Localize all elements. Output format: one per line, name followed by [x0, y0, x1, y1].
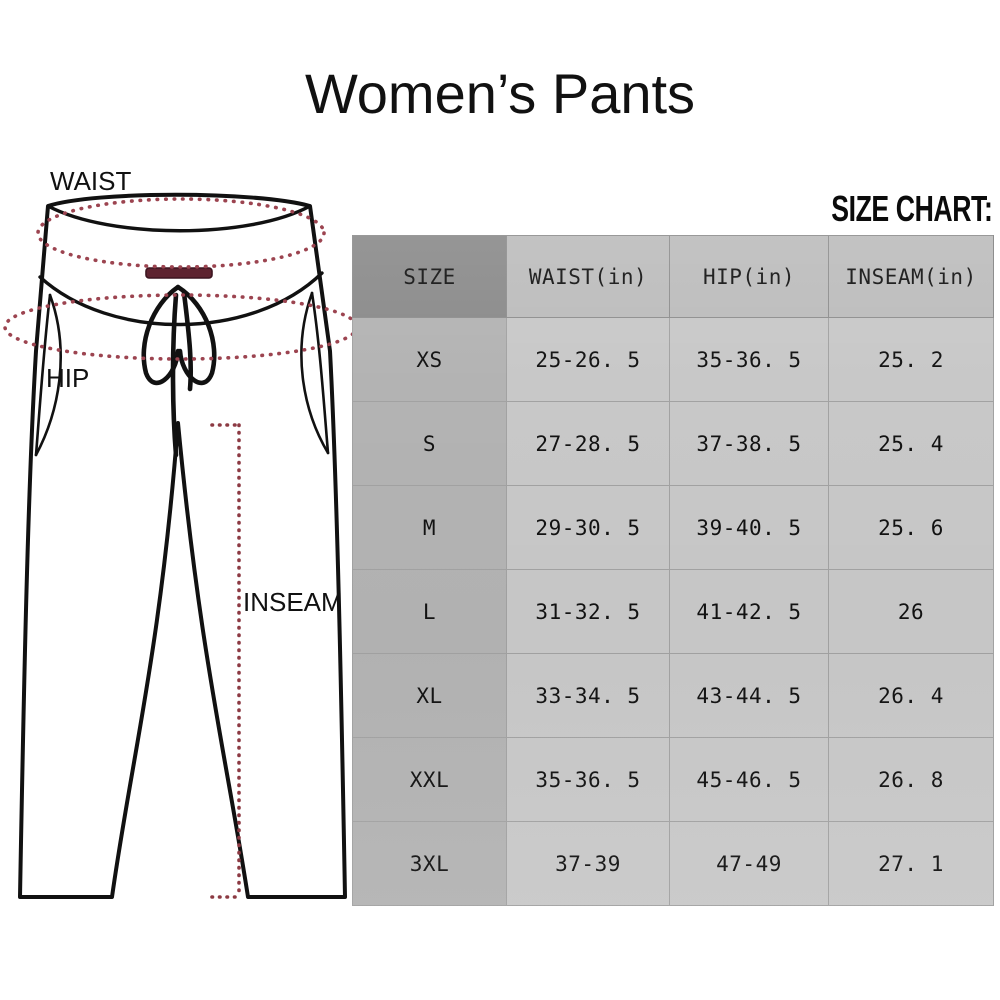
table-row: XS 25-26. 5 35-36. 5 25. 2 — [352, 317, 994, 402]
cell-size: 3XL — [352, 821, 507, 906]
cell-size: M — [352, 485, 507, 570]
size-chart-table-container: SIZE WAIST(in) HIP(in) INSEAM(in) XS 25-… — [352, 235, 994, 906]
cell-waist: 25-26. 5 — [506, 317, 670, 402]
cell-inseam: 26. 8 — [828, 737, 994, 822]
size-chart-table: SIZE WAIST(in) HIP(in) INSEAM(in) XS 25-… — [352, 235, 994, 906]
cell-waist: 29-30. 5 — [506, 485, 670, 570]
table-row: XXL 35-36. 5 45-46. 5 26. 8 — [352, 737, 994, 822]
waistband-top-edge — [46, 204, 312, 233]
cell-inseam: 25. 4 — [828, 401, 994, 486]
cell-hip: 43-44. 5 — [669, 653, 829, 738]
cell-size: XS — [352, 317, 507, 402]
cell-waist: 33-34. 5 — [506, 653, 670, 738]
table-row: S 27-28. 5 37-38. 5 25. 4 — [352, 401, 994, 486]
cell-size: XL — [352, 653, 507, 738]
column-header-size: SIZE — [352, 235, 507, 318]
cell-inseam: 25. 6 — [828, 485, 994, 570]
table-row: L 31-32. 5 41-42. 5 26 — [352, 569, 994, 654]
cell-hip: 39-40. 5 — [669, 485, 829, 570]
waist-measure-ellipse — [36, 197, 326, 269]
cell-size: L — [352, 569, 507, 654]
table-row: 3XL 37-39 47-49 27. 1 — [352, 821, 994, 906]
cell-inseam: 27. 1 — [828, 821, 994, 906]
pocket-right-curve — [300, 291, 330, 455]
cell-size: XXL — [352, 737, 507, 822]
column-header-inseam: INSEAM(in) — [828, 235, 994, 318]
cell-inseam: 25. 2 — [828, 317, 994, 402]
pocket-left-curve — [34, 293, 62, 457]
table-row: XL 33-34. 5 43-44. 5 26. 4 — [352, 653, 994, 738]
pocket-right-seam — [310, 291, 330, 455]
table-body: XS 25-26. 5 35-36. 5 25. 2 S 27-28. 5 37… — [352, 317, 994, 906]
inseam-measure-line — [210, 423, 241, 899]
drawstring-group — [141, 284, 217, 458]
cell-size: S — [352, 401, 507, 486]
cell-waist: 37-39 — [506, 821, 670, 906]
inseam-label: INSEAM — [243, 587, 343, 617]
cell-waist: 35-36. 5 — [506, 737, 670, 822]
cell-hip: 45-46. 5 — [669, 737, 829, 822]
cell-hip: 37-38. 5 — [669, 401, 829, 486]
column-header-hip: HIP(in) — [669, 235, 829, 318]
cell-hip: 35-36. 5 — [669, 317, 829, 402]
drawstring-tail-right — [181, 290, 194, 392]
waist-label: WAIST — [50, 166, 131, 196]
pants-diagram: WAIST HIP INSEAM — [0, 155, 360, 925]
cell-inseam: 26. 4 — [828, 653, 994, 738]
drawstring-tab — [145, 267, 213, 279]
cell-inseam: 26 — [828, 569, 994, 654]
cell-waist: 27-28. 5 — [506, 401, 670, 486]
hip-label: HIP — [46, 363, 89, 393]
pocket-left-seam — [34, 293, 52, 457]
cell-waist: 31-32. 5 — [506, 569, 670, 654]
drawstring-loop-right — [175, 284, 217, 386]
page-title: Women’s Pants — [304, 62, 696, 125]
size-chart-caption: SIZE CHART: — [830, 188, 993, 230]
table-row: M 29-30. 5 39-40. 5 25. 6 — [352, 485, 994, 570]
pants-outline-group — [18, 192, 347, 899]
waistband-bottom-edge — [38, 271, 324, 327]
pants-body-outline — [18, 192, 347, 899]
drawstring-tail-left — [170, 292, 179, 458]
table-header-row: SIZE WAIST(in) HIP(in) INSEAM(in) — [352, 235, 994, 318]
cell-hip: 41-42. 5 — [669, 569, 829, 654]
cell-hip: 47-49 — [669, 821, 829, 906]
column-header-waist: WAIST(in) — [506, 235, 670, 318]
